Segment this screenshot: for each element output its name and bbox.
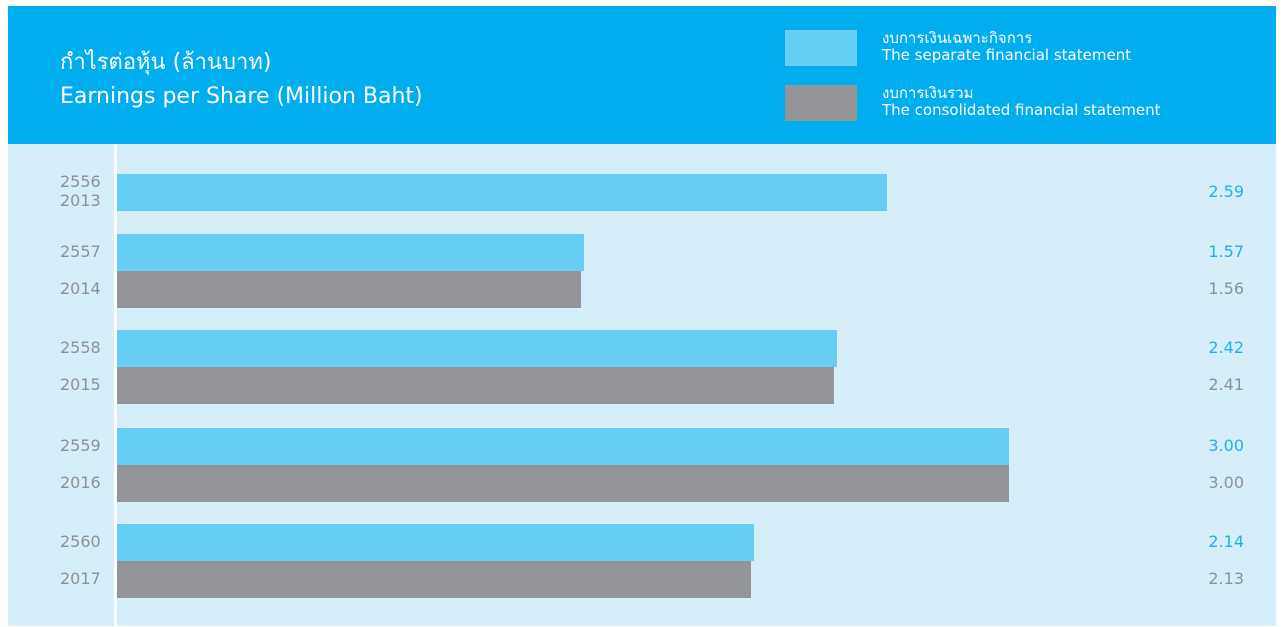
category-label-thai-2560: 2560 <box>60 532 101 551</box>
bar-consolidated-2017 <box>117 561 751 598</box>
value-label-consolidated-2015: 2.41 <box>1208 375 1244 394</box>
value-label-separate-2015: 2.42 <box>1208 338 1244 357</box>
bar-separate-2014 <box>117 234 584 271</box>
bar-separate-2016 <box>117 428 1009 465</box>
bar-separate-2013 <box>117 174 887 211</box>
value-label-consolidated-2014: 1.56 <box>1208 279 1244 298</box>
category-label-year-2015: 2015 <box>60 375 101 394</box>
value-label-separate-2017: 2.14 <box>1208 532 1244 551</box>
category-label-year-2013: 2013 <box>60 191 101 210</box>
legend-swatch-separate <box>785 30 857 66</box>
category-label-year-2014: 2014 <box>60 279 101 298</box>
value-label-separate-2016: 3.00 <box>1208 436 1244 455</box>
legend-label-separate-en: The separate financial statement <box>882 46 1132 64</box>
eps-chart: กำไรต่อหุ้น (ล้านบาท) Earnings per Share… <box>8 6 1276 626</box>
legend-swatch-consolidated <box>785 85 857 121</box>
value-label-separate-2013: 2.59 <box>1208 182 1244 201</box>
category-label-thai-2558: 2558 <box>60 338 101 357</box>
chart-header: กำไรต่อหุ้น (ล้านบาท) Earnings per Share… <box>8 6 1276 144</box>
legend-label-consolidated-th: งบการเงินรวม <box>882 84 974 102</box>
value-label-separate-2014: 1.57 <box>1208 242 1244 261</box>
chart-subtitle: Earnings per Share (Million Baht) <box>60 84 423 109</box>
bar-consolidated-2014 <box>117 271 581 308</box>
legend-label-separate: งบการเงินเฉพาะกิจการ The separate financ… <box>882 30 1131 64</box>
chart-title: กำไรต่อหุ้น (ล้านบาท) <box>60 50 272 75</box>
chart-title-block: กำไรต่อหุ้น (ล้านบาท) Earnings per Share… <box>60 46 423 114</box>
legend-label-consolidated-en: The consolidated financial statement <box>882 101 1161 119</box>
bar-consolidated-2016 <box>117 465 1009 502</box>
plot-area: 2.59 2556 2013 1.57 1.56 2557 2014 2.42 2.41 2558… <box>8 144 1276 626</box>
category-label-thai-2556: 2556 <box>60 172 101 191</box>
value-label-consolidated-2017: 2.13 <box>1208 569 1244 588</box>
value-label-consolidated-2016: 3.00 <box>1208 473 1244 492</box>
category-label-year-2017: 2017 <box>60 569 101 588</box>
category-label-thai-2557: 2557 <box>60 242 101 261</box>
bar-separate-2017 <box>117 524 754 561</box>
category-label-year-2016: 2016 <box>60 473 101 492</box>
y-axis-line <box>114 144 117 626</box>
bar-consolidated-2015 <box>117 367 834 404</box>
bar-separate-2015 <box>117 330 837 367</box>
category-label-thai-2559: 2559 <box>60 436 101 455</box>
legend-label-separate-th: งบการเงินเฉพาะกิจการ <box>882 29 1033 47</box>
legend-label-consolidated: งบการเงินรวม The consolidated financial … <box>882 85 1160 119</box>
